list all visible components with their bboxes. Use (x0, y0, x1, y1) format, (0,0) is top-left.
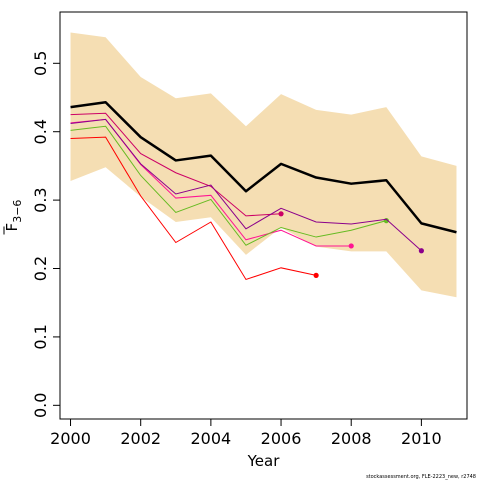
y-axis-title: F3−6 (3, 200, 24, 235)
y-tick-label-2: 0.2 (31, 256, 50, 281)
x-tick-label-2006: 2006 (261, 429, 302, 448)
credit-text: stockassessment.org, FLE-2223_new, r2748 (366, 474, 476, 480)
y-axis-title-subscript: 3−6 (11, 200, 24, 223)
retro-endpoint-2 (278, 211, 284, 217)
x-tick-label-2002: 2002 (120, 429, 161, 448)
y-axis-title-main: F (3, 223, 21, 232)
confidence-band (70, 32, 457, 298)
retro-endpoint-1 (313, 272, 319, 278)
x-tick-label-2000: 2000 (50, 429, 91, 448)
x-axis-title: Year (247, 452, 281, 470)
y-tick-label-0: 0.0 (31, 393, 50, 418)
y-tick-label-1: 0.1 (31, 324, 50, 349)
svg-text:F3−6: F3−6 (3, 200, 24, 232)
main-line (70, 101, 457, 234)
retro-endpoint-5 (418, 248, 424, 254)
retro-line-1 (70, 136, 317, 281)
retro-line-4 (70, 125, 387, 246)
retro-endpoint-3 (348, 243, 354, 249)
x-axis: 2000 2002 2004 2006 2008 2010 (50, 418, 442, 448)
y-axis: 0.0 0.1 0.2 0.3 0.4 0.5 (31, 51, 61, 418)
y-tick-label-4: 0.4 (31, 119, 50, 144)
retro-line-2 (70, 112, 282, 217)
main-series-layer (70, 101, 457, 234)
x-tick-label-2008: 2008 (331, 429, 372, 448)
y-tick-label-5: 0.5 (31, 51, 50, 76)
retro-line-5 (70, 118, 422, 252)
x-tick-label-2010: 2010 (401, 429, 442, 448)
y-tick-label-3: 0.3 (31, 187, 50, 212)
confidence-band-layer (70, 32, 457, 298)
x-tick-label-2004: 2004 (191, 429, 232, 448)
retro-series-layer (70, 112, 424, 281)
